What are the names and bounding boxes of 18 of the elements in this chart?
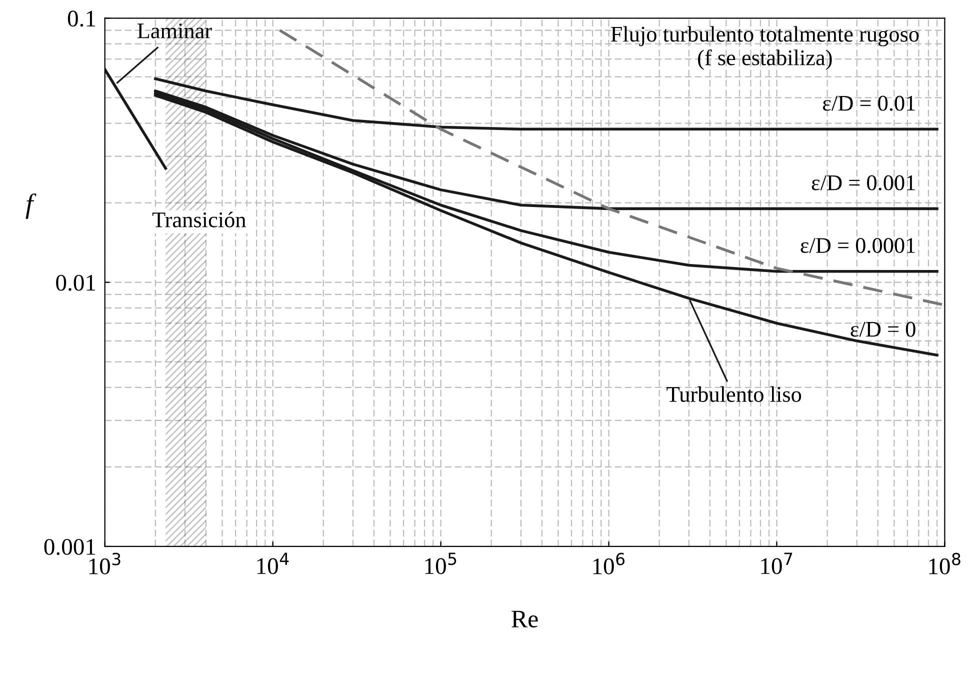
series-label: ε/D = 0.001 <box>812 175 915 190</box>
series-label: ε/D = 0.0001 <box>800 238 915 254</box>
x-axis-title: Re <box>512 610 538 628</box>
annotation: Flujo turbulento totalmente rugoso (f se estabiliza) <box>610 26 919 70</box>
y-tick-label: 0.1 <box>68 10 96 27</box>
band-label: Transición <box>152 212 246 228</box>
x-tick-label: 10$^{4}$ <box>257 552 289 574</box>
x-tick-label: 10$^{5}$ <box>425 552 456 574</box>
series-label: ε/D = 0.01 <box>822 96 915 111</box>
x-tick-label: 10$^{8}$ <box>929 552 960 574</box>
y-tick-label: 0.01 <box>56 274 96 291</box>
y-tick-label: 0.001 <box>44 538 96 556</box>
series-label: ε/D = 0 <box>850 322 916 337</box>
y-axis-title: f <box>26 193 36 219</box>
x-tick-label: 10$^{6}$ <box>593 552 624 574</box>
x-tick-label: 10$^{7}$ <box>761 552 792 574</box>
annotation: Turbulento liso <box>666 386 802 402</box>
annotation: Laminar <box>137 23 212 38</box>
